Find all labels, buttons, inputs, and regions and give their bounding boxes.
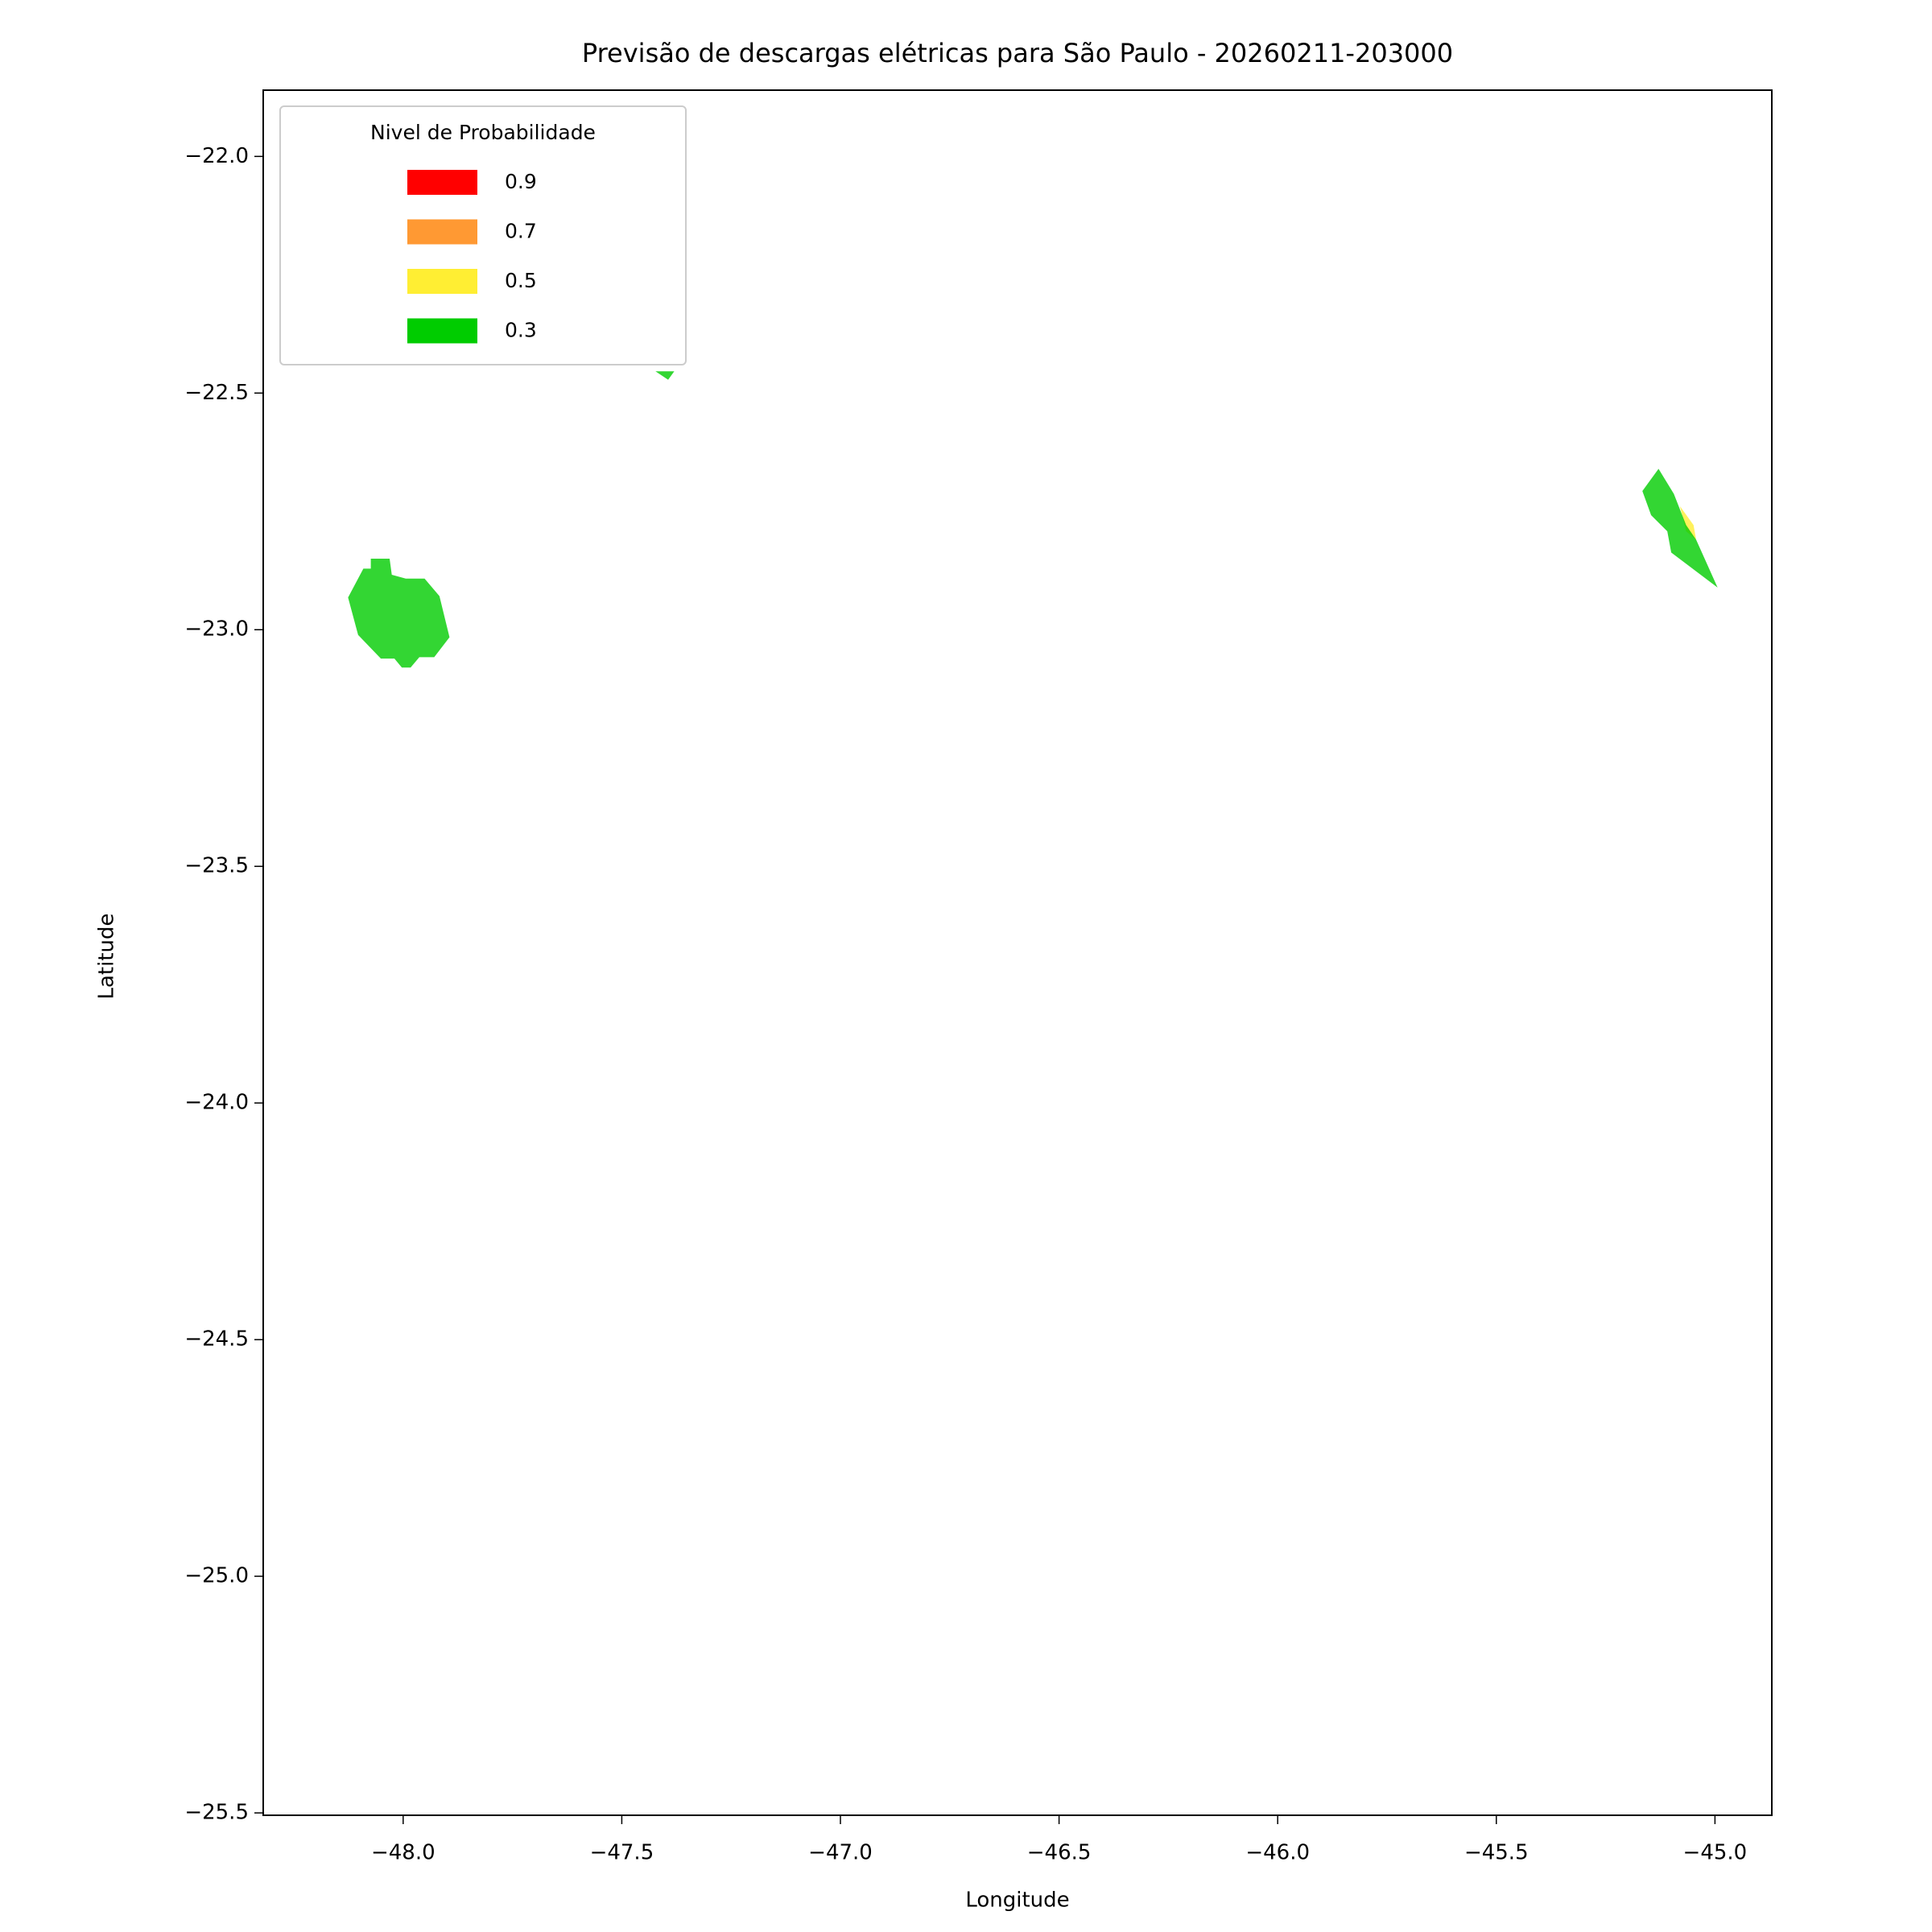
probability-region [655, 371, 675, 380]
x-tick-label: −47.5 [590, 1841, 654, 1865]
legend-swatch [407, 269, 477, 294]
plot-frame [262, 89, 1773, 1816]
x-tick-label: −45.0 [1683, 1841, 1748, 1865]
y-tick-label: −22.5 [184, 381, 249, 405]
x-tick-label: −46.0 [1245, 1841, 1310, 1865]
y-tick-label: −24.0 [184, 1091, 249, 1115]
probability-region [1642, 469, 1718, 588]
probability-region [1679, 506, 1697, 540]
legend-swatch [407, 219, 477, 245]
y-axis-label: Latitude [95, 913, 119, 999]
y-tick-label: −24.5 [184, 1327, 249, 1352]
legend-label: 0.3 [505, 319, 537, 342]
legend-swatch [407, 318, 477, 344]
y-tick-label: −25.5 [184, 1801, 249, 1825]
x-tick-label: −45.5 [1464, 1841, 1529, 1865]
y-tick-label: −25.0 [184, 1564, 249, 1588]
legend-label: 0.7 [505, 220, 537, 243]
legend-title: Nivel de Probabilidade [370, 121, 596, 144]
x-axis-label: Longitude [965, 1889, 1069, 1913]
legend-swatch [407, 170, 477, 195]
legend-box [279, 105, 687, 365]
x-tick-label: −47.0 [808, 1841, 873, 1865]
y-tick-label: −23.0 [184, 617, 249, 642]
legend: Nivel de Probabilidade 0.9 0.7 0.5 0.3 [279, 105, 687, 365]
y-tick-label: −22.0 [184, 144, 249, 168]
chart-title: Previsão de descargas elétricas para São… [582, 38, 1453, 68]
probability-region [348, 559, 450, 668]
x-tick-label: −48.0 [371, 1841, 436, 1865]
legend-label: 0.5 [505, 269, 537, 292]
y-tick-label: −23.5 [184, 854, 249, 878]
x-tick-label: −46.5 [1027, 1841, 1092, 1865]
legend-label: 0.9 [505, 170, 537, 193]
